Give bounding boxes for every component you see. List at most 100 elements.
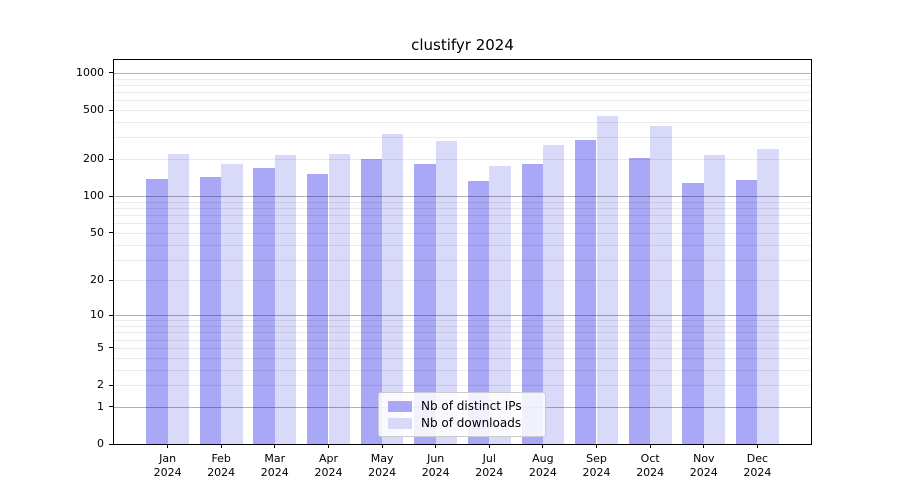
x-tick-mark	[167, 444, 169, 448]
y-tick-label: 1	[97, 399, 104, 413]
legend-swatch-distinct-ips-icon	[388, 400, 412, 412]
bar-distinct-ips-may	[360, 158, 382, 444]
x-tick-mark	[756, 444, 758, 448]
y-tick-label: 1000	[76, 65, 104, 79]
minor-gridline	[114, 326, 811, 327]
x-tick-label: Dec 2024	[730, 452, 784, 480]
x-tick-month: Oct	[640, 452, 660, 465]
y-tick-mark	[109, 384, 114, 386]
x-tick-month: Sep	[586, 452, 607, 465]
minor-gridline	[114, 223, 811, 225]
bar-downloads-jan	[167, 153, 189, 444]
legend-item: Nb of downloads	[388, 416, 537, 430]
y-tick-label: 50	[90, 225, 104, 239]
x-tick-month: Jul	[482, 452, 496, 465]
minor-gridline	[114, 332, 811, 334]
bar-downloads-may	[382, 133, 404, 444]
bar-distinct-ips-jul	[467, 181, 490, 444]
minor-gridline	[114, 339, 811, 341]
minor-gridline	[114, 320, 811, 322]
x-tick-month: Nov	[693, 452, 715, 465]
y-tick-mark	[109, 195, 114, 197]
x-tick-year: 2024	[207, 466, 236, 479]
x-tick-month: Apr	[318, 452, 339, 465]
minor-gridline	[114, 100, 811, 102]
minor-gridline	[114, 159, 811, 161]
minor-gridline	[114, 357, 811, 359]
minor-gridline	[114, 137, 811, 139]
legend-item: Nb of distinct IPs	[388, 399, 537, 413]
x-tick-year: 2024	[368, 466, 397, 479]
y-tick-mark	[109, 72, 114, 74]
bar-downloads-sep	[596, 116, 618, 444]
bar-distinct-ips-jun	[414, 163, 436, 444]
legend: Nb of distinct IPs Nb of downloads	[378, 392, 546, 437]
x-tick-label: Oct 2024	[623, 452, 677, 480]
bar-distinct-ips-nov	[682, 182, 704, 444]
x-tick-label: Apr 2024	[302, 452, 356, 480]
y-tick-mark	[109, 279, 114, 281]
x-tick-mark	[596, 444, 597, 448]
chart-title: clustifyr 2024	[411, 36, 514, 54]
x-tick-mark	[328, 444, 329, 448]
y-tick-mark	[109, 406, 114, 408]
x-tick-label: Sep 2024	[570, 452, 624, 480]
minor-gridline	[114, 280, 811, 282]
bar-distinct-ips-sep	[575, 140, 597, 444]
minor-gridline	[114, 215, 811, 216]
minor-gridline	[114, 244, 811, 246]
x-tick-year: 2024	[528, 466, 557, 479]
bar-downloads-oct	[650, 126, 672, 444]
bar-distinct-ips-jan	[146, 178, 168, 444]
x-tick-year: 2024	[689, 466, 718, 479]
bar-downloads-nov	[703, 155, 726, 444]
bar-downloads-aug	[542, 144, 565, 444]
x-tick-label: Aug 2024	[516, 452, 570, 480]
bar-distinct-ips-feb	[199, 177, 222, 444]
major-gridline	[114, 315, 811, 317]
minor-gridline	[114, 385, 811, 386]
y-tick-label: 5	[97, 340, 104, 354]
minor-gridline	[114, 78, 811, 80]
minor-gridline	[114, 259, 811, 261]
bar-downloads-jul	[489, 165, 511, 444]
y-tick-mark	[109, 109, 114, 111]
major-gridline	[114, 196, 811, 198]
minor-gridline	[114, 92, 811, 93]
minor-gridline	[114, 110, 811, 111]
x-tick-year: 2024	[153, 466, 182, 479]
y-tick-label: 200	[83, 152, 104, 166]
x-tick-mark	[220, 444, 222, 448]
x-tick-year: 2024	[743, 466, 772, 479]
bar-distinct-ips-oct	[628, 158, 651, 444]
y-tick-label: 0	[97, 437, 104, 450]
x-tick-mark	[488, 444, 490, 448]
x-tick-year: 2024	[421, 466, 450, 479]
bar-downloads-mar	[274, 155, 297, 444]
x-tick-label: Jan 2024	[141, 452, 195, 480]
minor-gridline	[114, 84, 811, 86]
bar-distinct-ips-aug	[521, 164, 543, 444]
x-tick-label: Jun 2024	[409, 452, 463, 480]
major-gridline	[114, 72, 811, 74]
x-tick-year: 2024	[636, 466, 665, 479]
bar-downloads-jun	[435, 141, 458, 444]
bar-distinct-ips-dec	[735, 180, 758, 444]
x-tick-mark	[703, 444, 705, 448]
x-tick-year: 2024	[475, 466, 504, 479]
x-tick-mark	[381, 444, 383, 448]
minor-gridline	[114, 369, 811, 371]
x-tick-month: Feb	[211, 452, 231, 465]
bar-distinct-ips-apr	[307, 173, 329, 444]
y-tick-mark	[109, 443, 114, 445]
x-tick-year: 2024	[260, 466, 289, 479]
x-tick-label: Feb 2024	[194, 452, 248, 480]
x-tick-year: 2024	[314, 466, 343, 479]
minor-gridline	[114, 232, 811, 234]
x-tick-month: Mar	[264, 452, 286, 465]
bar-downloads-feb	[221, 163, 243, 444]
x-tick-year: 2024	[582, 466, 611, 479]
